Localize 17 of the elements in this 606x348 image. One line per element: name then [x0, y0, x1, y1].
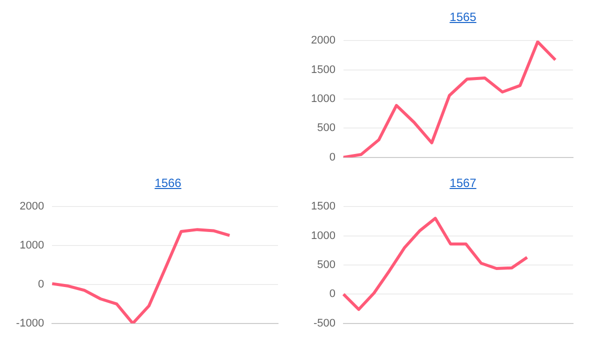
y-tick-label: 1500 [310, 200, 336, 213]
y-tick-label: 0 [38, 278, 44, 290]
y-tick-label: 500 [317, 122, 336, 134]
y-tick-label: 1000 [20, 240, 44, 252]
y-tick-label: 0 [329, 288, 336, 300]
chart-title: 1567 [450, 176, 476, 190]
y-tick-label: 2000 [20, 200, 44, 213]
y-tick-label: 1500 [310, 64, 336, 76]
y-tick-label: -1000 [16, 317, 44, 330]
y-tick-label: 1000 [310, 93, 336, 106]
y-tick-label: 1000 [310, 230, 336, 242]
y-tick-label: 0 [329, 151, 336, 164]
y-tick-label: -500 [313, 317, 336, 330]
y-tick-label: 500 [317, 259, 336, 272]
chart-title: 1565 [450, 10, 476, 24]
chart-title: 1566 [154, 176, 182, 190]
y-tick-label: 2000 [310, 34, 336, 47]
